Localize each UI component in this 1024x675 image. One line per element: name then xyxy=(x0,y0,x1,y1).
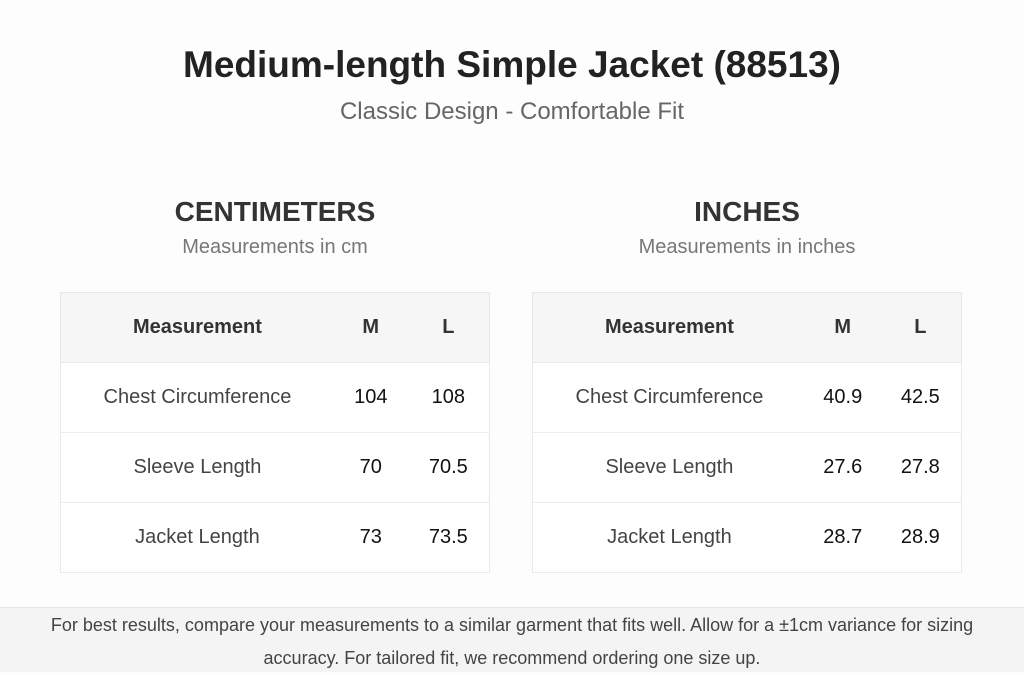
value-cell: 70 xyxy=(333,432,408,503)
measurement-cell: Jacket Length xyxy=(532,502,806,573)
size-table-inches: Measurement M L Chest Circumference 40.9 4… xyxy=(532,292,962,573)
value-cell: 108 xyxy=(407,362,490,433)
centimeters-section: CENTIMETERS Measurements in cm Measureme… xyxy=(60,196,490,573)
measurement-cell: Jacket Length xyxy=(60,502,334,573)
value-cell: 28.9 xyxy=(879,502,962,573)
section-heading: INCHES xyxy=(694,196,800,227)
page-subtitle: Classic Design - Comfortable Fit xyxy=(339,98,685,125)
footer-note: For best results, compare your measureme… xyxy=(0,607,1024,672)
column-header: M xyxy=(333,292,408,363)
inches-section: INCHES Measurements in inches Measuremen… xyxy=(532,196,962,573)
section-subheading: Measurements in cm xyxy=(182,236,368,258)
column-header: Measurement xyxy=(60,292,334,363)
measurement-cell: Sleeve Length xyxy=(60,432,334,503)
value-cell: 70.5 xyxy=(407,432,490,503)
measurement-cell: Sleeve Length xyxy=(532,432,806,503)
value-cell: 73 xyxy=(333,502,408,573)
table-row: Sleeve Length 27.6 27.8 xyxy=(532,432,962,503)
measurement-cell: Chest Circumference xyxy=(60,362,334,433)
table-header-row: Measurement M L xyxy=(532,292,962,363)
value-cell: 27.8 xyxy=(879,432,962,503)
value-cell: 104 xyxy=(333,362,408,433)
value-cell: 42.5 xyxy=(879,362,962,433)
value-cell: 27.6 xyxy=(805,432,880,503)
value-cell: 28.7 xyxy=(805,502,880,573)
table-row: Jacket Length 73 73.5 xyxy=(60,502,490,573)
value-cell: 73.5 xyxy=(407,502,490,573)
section-heading: CENTIMETERS xyxy=(174,196,376,227)
table-row: Chest Circumference 40.9 42.5 xyxy=(532,362,962,433)
column-header: L xyxy=(879,292,962,363)
table-row: Jacket Length 28.7 28.9 xyxy=(532,502,962,573)
column-header: Measurement xyxy=(532,292,806,363)
column-header: M xyxy=(805,292,880,363)
value-cell: 40.9 xyxy=(805,362,880,433)
measurement-cell: Chest Circumference xyxy=(532,362,806,433)
table-row: Sleeve Length 70 70.5 xyxy=(60,432,490,503)
table-header-row: Measurement M L xyxy=(60,292,490,363)
section-subheading: Measurements in inches xyxy=(638,236,856,258)
column-header: L xyxy=(407,292,490,363)
table-row: Chest Circumference 104 108 xyxy=(60,362,490,433)
page-title: Medium-length Simple Jacket (88513) xyxy=(183,44,841,85)
size-table-cm: Measurement M L Chest Circumference 104 10… xyxy=(60,292,490,573)
